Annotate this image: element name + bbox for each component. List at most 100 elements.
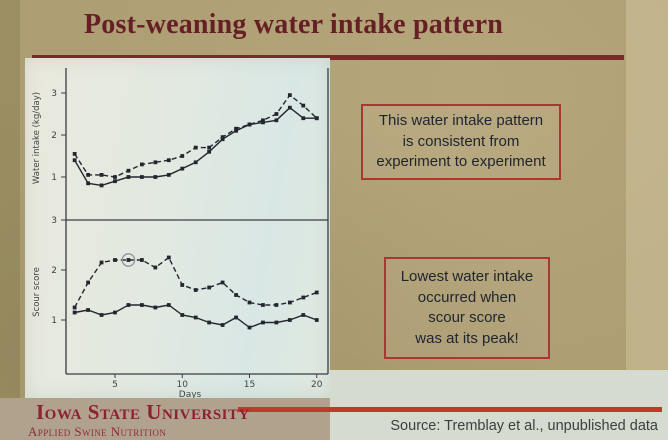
data-point-marker — [287, 318, 292, 322]
data-point-marker — [301, 295, 306, 300]
y-tick-label: 2 — [51, 131, 57, 141]
y-tick-label: 2 — [51, 266, 57, 276]
data-point-marker — [247, 300, 252, 305]
note-box-lowest-intake: Lowest water intake occurred when scour … — [384, 257, 550, 360]
data-point-marker — [166, 303, 171, 307]
data-point-marker — [287, 105, 292, 110]
y-tick-label: 3 — [51, 216, 57, 226]
data-point-marker — [153, 175, 158, 179]
data-point-marker — [99, 260, 104, 265]
circled-point-annotation — [121, 253, 136, 267]
data-point-marker — [113, 310, 117, 315]
y-tick-label: 1 — [51, 173, 57, 183]
data-point-marker — [301, 103, 306, 108]
x-tick-label: 10 — [177, 380, 189, 390]
dashed-line-series — [74, 256, 317, 308]
data-point-marker — [207, 149, 212, 154]
data-point-marker — [153, 305, 158, 310]
data-point-marker — [234, 315, 238, 320]
data-point-marker — [113, 258, 117, 262]
y-axis-label: Scour score — [32, 267, 42, 317]
note-line: occurred when — [417, 288, 517, 306]
data-point-marker — [140, 258, 144, 262]
note-line: scour score — [428, 309, 506, 327]
data-point-marker — [261, 320, 265, 325]
source-credit: Source: Tremblay et al., unpublished dat… — [390, 418, 658, 434]
data-point-marker — [261, 118, 265, 123]
data-point-marker — [153, 265, 158, 270]
data-point-marker — [72, 158, 77, 163]
data-point-marker — [140, 175, 144, 179]
data-point-marker — [220, 323, 225, 327]
data-point-marker — [193, 145, 198, 150]
data-point-marker — [287, 93, 292, 97]
data-point-marker — [314, 116, 319, 121]
data-point-marker — [86, 280, 90, 285]
data-point-marker — [166, 158, 171, 163]
title-divider — [32, 55, 624, 60]
data-point-marker — [287, 300, 292, 305]
data-point-marker — [140, 162, 144, 167]
data-point-marker — [220, 137, 225, 142]
data-point-marker — [234, 126, 238, 131]
y-axis-label: Water intake (kg/day) — [32, 92, 42, 184]
data-point-marker — [234, 293, 238, 297]
x-tick-label: 20 — [311, 380, 323, 390]
data-point-marker — [220, 280, 225, 285]
chart-frame — [65, 68, 329, 375]
data-point-marker — [274, 320, 279, 325]
note-line: is consistent from — [402, 132, 520, 150]
footer-right-band — [330, 370, 668, 440]
data-point-marker — [314, 318, 319, 322]
data-point-marker — [180, 313, 185, 317]
data-point-marker — [126, 168, 131, 173]
data-point-marker — [140, 303, 144, 307]
data-point-marker — [86, 173, 90, 177]
note-line: This water intake pattern — [378, 112, 544, 129]
data-point-marker — [166, 255, 171, 260]
photo-edge-left — [0, 0, 20, 398]
chart-panel: 1 2 3 Water intake (kg/day) 1 2 3 Scour score 5 1… — [25, 58, 330, 398]
data-point-marker — [180, 154, 185, 158]
data-point-marker — [86, 181, 90, 186]
page-title: Post-weaning water intake pattern — [84, 9, 504, 40]
data-point-marker — [193, 160, 198, 165]
note-line: was at its peak! — [415, 329, 519, 347]
data-point-marker — [301, 313, 306, 317]
data-point-marker — [180, 166, 185, 171]
y-tick-label: 1 — [51, 316, 57, 326]
data-point-marker — [99, 173, 104, 177]
data-point-marker — [193, 288, 198, 292]
water-intake-chart: 1 2 3 Water intake (kg/day) — [32, 89, 319, 188]
data-point-marker — [72, 152, 77, 156]
data-point-marker — [126, 175, 131, 179]
note-box-consistency: This water intake pattern is consistent … — [361, 104, 561, 180]
data-point-marker — [113, 179, 117, 184]
scour-score-chart: 1 2 3 Scour score 5 10 15 20 Days — [32, 216, 323, 398]
data-point-marker — [207, 145, 212, 150]
data-point-marker — [301, 116, 306, 121]
data-point-marker — [261, 303, 265, 307]
data-point-marker — [113, 175, 117, 179]
data-point-marker — [247, 122, 252, 127]
data-point-marker — [99, 313, 104, 317]
dashed-line-series — [74, 94, 318, 178]
data-point-marker — [220, 135, 225, 139]
data-point-marker — [274, 118, 279, 123]
data-point-marker — [126, 303, 131, 307]
y-tick-label: 3 — [51, 89, 57, 99]
footer-left-band — [0, 398, 330, 440]
note-line: Lowest water intake — [400, 268, 534, 285]
note-line: experiment to experiment — [376, 153, 546, 171]
data-point-marker — [274, 303, 279, 307]
data-point-marker — [234, 128, 238, 133]
x-tick-label: 15 — [244, 380, 255, 390]
data-point-marker — [86, 308, 90, 312]
photo-edge-right — [626, 0, 668, 370]
data-point-marker — [72, 305, 77, 310]
data-point-marker — [126, 258, 131, 262]
data-point-marker — [207, 285, 212, 290]
x-axis-label: Days — [179, 390, 202, 398]
